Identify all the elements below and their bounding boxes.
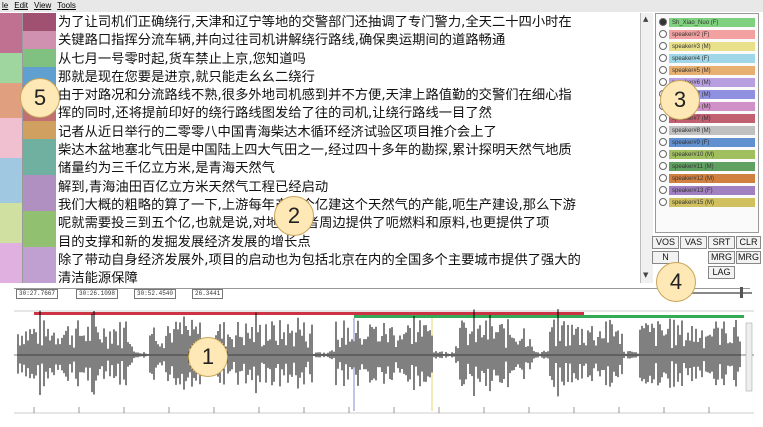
transcript-pane[interactable]: 为了让司机们正确绕行,天津和辽宁等地的交警部门还抽调了专门警力,全天二十四小时在…	[22, 13, 641, 286]
radio-icon[interactable]	[659, 174, 667, 182]
radio-icon[interactable]	[659, 78, 667, 86]
time-readout-bar: 30:27.7667 30:26.1098 30:52.4540 26.3441	[14, 288, 750, 304]
speaker-item[interactable]: speaker#11 (M)	[659, 161, 755, 171]
speaker-item[interactable]: speaker#13 (F)	[659, 185, 755, 195]
cursor-time: 30:27.7667	[16, 289, 59, 299]
mrg-group-button[interactable]: MRG	[736, 251, 761, 264]
transcript-line[interactable]: 目的支撑和新的发掘发展经济发展的增长点	[58, 234, 311, 250]
radio-icon[interactable]	[659, 30, 667, 38]
waveform-vscroll[interactable]	[745, 322, 753, 392]
segment-marker[interactable]	[0, 53, 22, 83]
segment-bar-green[interactable]	[354, 315, 744, 318]
callout-5: 5	[20, 78, 60, 118]
transcript-line[interactable]: 为了让司机们正确绕行,天津和辽宁等地的交警部门还抽调了专门警力,全天二十四小时在	[58, 15, 572, 30]
segment-marker[interactable]	[0, 203, 22, 243]
vos-button[interactable]: VOS	[652, 236, 679, 249]
speaker-item[interactable]: speaker#8 (M)	[659, 125, 755, 135]
transcript-line[interactable]: 挥的同时,还将提前印好的绕行路线图发给了往的司机,让绕行路线一目了然	[58, 106, 492, 122]
radio-icon[interactable]	[659, 66, 667, 74]
segment-marker[interactable]	[0, 118, 22, 158]
callout-4: 4	[656, 262, 696, 302]
menu-tools[interactable]: Tools	[57, 1, 76, 10]
transcript-line[interactable]: 由于对路况和分流路线不熟,很多外地司机感到并不方便,天津上路值勤的交警们在细心指	[58, 88, 572, 104]
n-button[interactable]: N	[652, 251, 679, 264]
zoom-slider-thumb[interactable]	[740, 287, 743, 298]
radio-icon[interactable]	[659, 150, 667, 158]
speaker-item[interactable]: speaker#12 (M)	[659, 173, 755, 183]
scroll-up-icon[interactable]: ▲	[643, 15, 649, 23]
segment-color-strip	[0, 13, 22, 283]
speaker-item[interactable]: speaker#3 (M)	[659, 41, 755, 51]
speaker-item[interactable]: speaker#5 (M)	[659, 65, 755, 75]
callout-3: 3	[660, 80, 700, 120]
zoom-slider-track[interactable]	[690, 292, 752, 294]
menu-file[interactable]: le	[2, 1, 9, 10]
radio-icon[interactable]	[659, 198, 667, 206]
radio-icon[interactable]	[659, 54, 667, 62]
menu-view[interactable]: View	[34, 1, 52, 10]
menu-bar: le Edit View Tools	[0, 0, 763, 12]
transcript-lines[interactable]: 为了让司机们正确绕行,天津和辽宁等地的交警部门还抽调了专门警力,全天二十四小时在…	[58, 14, 638, 288]
speaker-item[interactable]: speaker#7 (M)	[659, 113, 755, 123]
radio-icon[interactable]	[659, 42, 667, 50]
speaker-item[interactable]: speaker#6 (M)	[659, 77, 755, 87]
transcript-line[interactable]: 记者从近日举行的二零零八中国青海柴达木循环经济试验区项目推介会上了	[58, 124, 497, 140]
transcript-line[interactable]: 除了带动自身经济发展外,项目的启动也为包括北京在内的全国多个主要城市提供了强大的	[58, 252, 581, 268]
waveform-svg[interactable]	[14, 303, 754, 423]
vas-button[interactable]: VAS	[680, 236, 707, 249]
radio-icon[interactable]	[659, 114, 667, 122]
transcript-scrollbar[interactable]: ▲ ▼	[640, 13, 653, 283]
segment-marker[interactable]	[0, 83, 22, 118]
radio-icon[interactable]	[659, 186, 667, 194]
selection-length: 26.3441	[192, 289, 224, 299]
time-ticks	[33, 407, 710, 413]
speaker-color-column	[23, 13, 56, 283]
transcript-line[interactable]: 储量约为三千亿立方米,是青海天然气	[58, 161, 275, 177]
segment-marker[interactable]	[0, 243, 22, 283]
transcript-line[interactable]: 关键路口指挥分流车辆,并向过往司机讲解绕行路线,确保奥运期间的道路畅通	[58, 33, 506, 49]
callout-1: 1	[188, 337, 228, 377]
callout-2: 2	[274, 196, 314, 236]
speaker-item[interactable]: speaker#9 (F)	[659, 137, 755, 147]
radio-icon[interactable]	[659, 162, 667, 170]
transcript-line[interactable]: 解到,青海油田百亿立方米天然气工程已经启动	[58, 179, 329, 195]
speaker-item[interactable]: speaker#4 (F)	[659, 53, 755, 63]
segment-marker[interactable]	[0, 13, 22, 53]
speaker-item[interactable]: Sh_Xiao_Nuo (F)	[659, 17, 755, 27]
speaker-list: Sh_Xiao_Nuo (F) speaker#2 (F) speaker#3 …	[655, 13, 759, 233]
srt-button[interactable]: SRT	[708, 236, 735, 249]
segment-marker[interactable]	[0, 158, 22, 203]
transcript-line[interactable]: 那就是现在您要是进京,就只能走幺幺二绕行	[58, 69, 315, 85]
transcript-line[interactable]: 柴达木盆地塞北气田是中国陆上四大气田之一,经过四十多年的勘探,累计探明天然气地质	[58, 143, 572, 159]
scroll-down-icon[interactable]: ▼	[643, 271, 649, 279]
selection-start-time: 30:26.1098	[76, 289, 119, 299]
mrg-button[interactable]: MRG	[708, 251, 735, 264]
transcript-line[interactable]: 我们大概的粗略的算了一下,上游每年产一个亿建这个天然气的产能,呃生产建设,那么下…	[58, 197, 576, 213]
lag-button[interactable]: LAG	[708, 266, 735, 279]
clr-button[interactable]: CLR	[736, 236, 761, 249]
speaker-item[interactable]: speaker#10 (M)	[659, 149, 755, 159]
selection-end-time: 30:52.4540	[134, 289, 177, 299]
segment-bar-red[interactable]	[34, 312, 584, 315]
waveform-panel[interactable]	[14, 303, 754, 423]
transcript-line[interactable]: 清洁能源保障	[58, 271, 138, 287]
transcript-line[interactable]: 从七月一号零时起,货车禁止上京,您知道吗	[58, 51, 306, 67]
waveform-trace	[17, 309, 741, 397]
radio-icon[interactable]	[659, 138, 667, 146]
radio-icon[interactable]	[659, 126, 667, 134]
menu-edit[interactable]: Edit	[14, 1, 29, 10]
speaker-item[interactable]: speaker#15 (M)	[659, 197, 755, 207]
transcript-line[interactable]: 呢就需要投三到五个亿,也就是说,对地方或者周边提供了呃燃料和原料,也更提供了项	[58, 215, 638, 233]
speaker-item[interactable]: speaker#2 (F)	[659, 29, 755, 39]
radio-icon[interactable]	[659, 18, 667, 26]
